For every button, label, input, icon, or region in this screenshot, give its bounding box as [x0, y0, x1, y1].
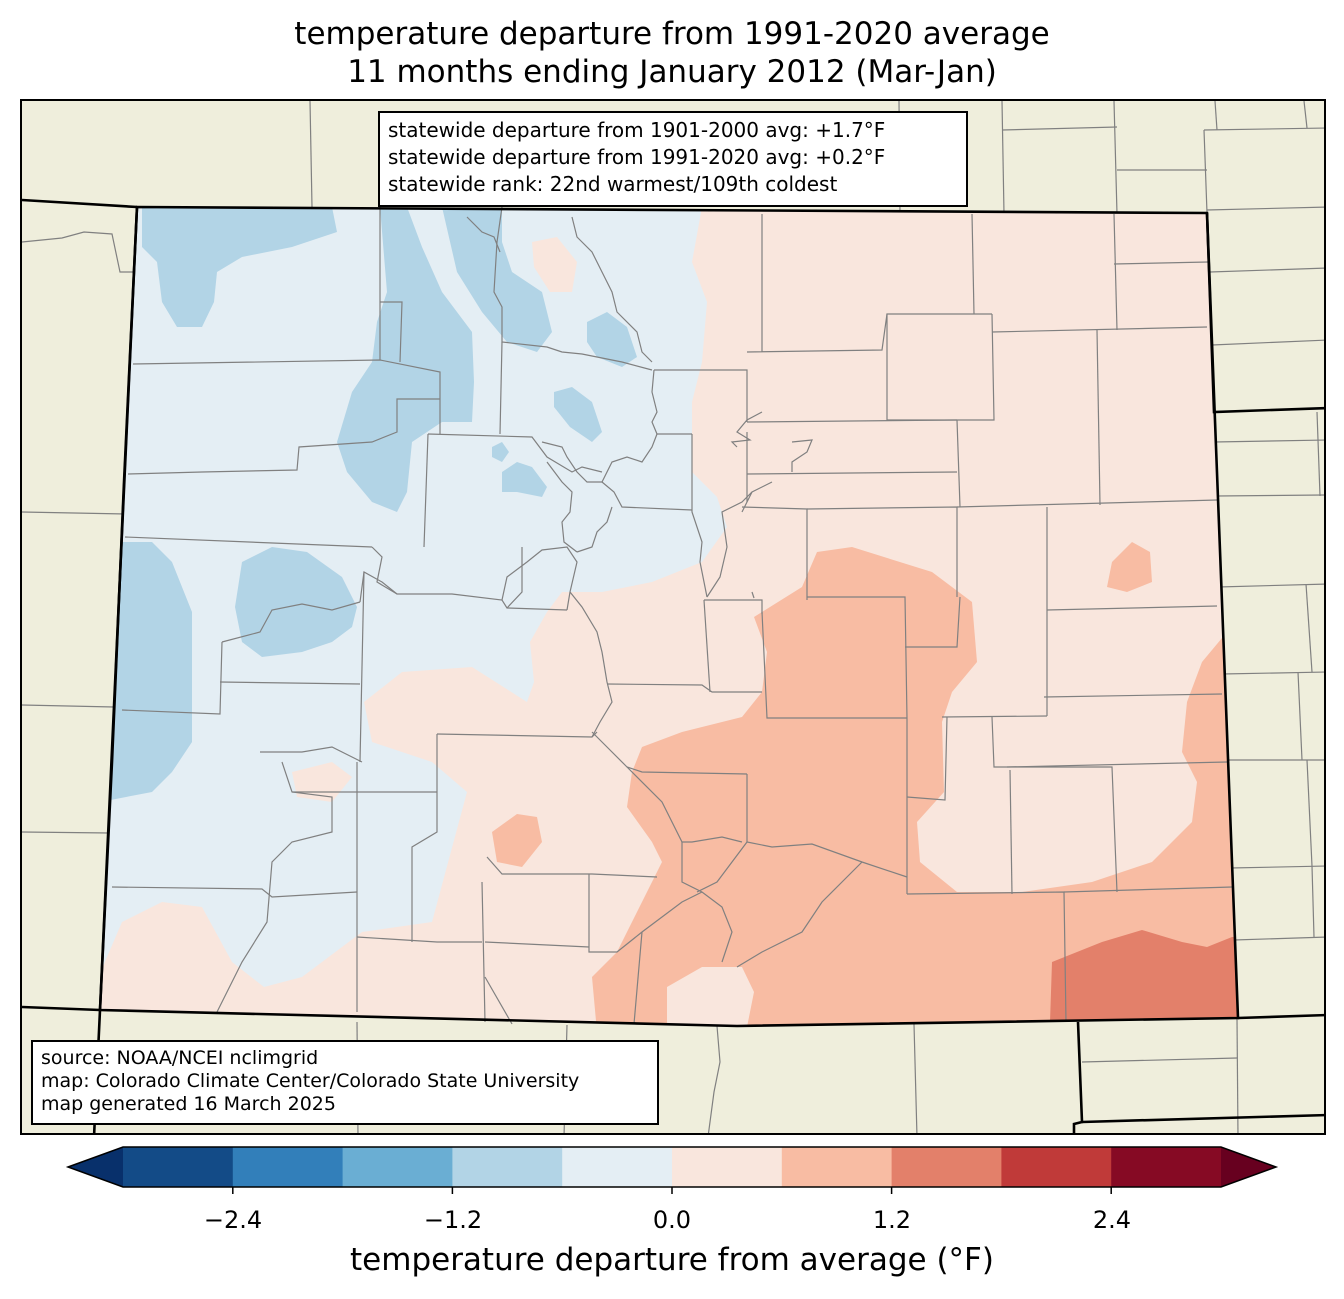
colorbar-bin [342, 1147, 453, 1187]
neighbor-county-lines [22, 101, 1324, 1133]
colorbar-tick-label: −1.2 [423, 1206, 483, 1234]
colorbar-bin [452, 1147, 563, 1187]
colorbar-tick-label: 1.2 [872, 1206, 912, 1234]
colorbar-bin [891, 1147, 1002, 1187]
colorado-county-lines [111, 206, 1233, 1025]
colorbar-bin [781, 1147, 893, 1187]
colorbar-tick-label: 2.4 [1092, 1206, 1132, 1234]
map-title-line2: 11 months ending January 2012 (Mar-Jan) [347, 54, 997, 90]
source-text: source: NOAA/NCEI nclimgrid [41, 1047, 319, 1069]
colorbar-bin [562, 1147, 673, 1187]
statewide-stats-box: statewide departure from 1901-2000 avg: … [378, 111, 968, 207]
colorbar-bin [672, 1147, 783, 1187]
temperature-departure-field [100, 207, 1238, 1026]
stats-rank: statewide rank: 22nd warmest/109th colde… [388, 172, 838, 196]
map-generated-date: map generated 16 March 2025 [41, 1093, 336, 1115]
colorbar-tick-label: −2.4 [203, 1206, 263, 1234]
map-svg [22, 101, 1324, 1133]
colorbar [65, 1146, 1279, 1194]
colorbar-bin [1001, 1147, 1112, 1187]
stats-departure-1901-2000: statewide departure from 1901-2000 avg: … [388, 118, 886, 142]
map-title-line1: temperature departure from 1991-2020 ave… [294, 16, 1050, 52]
map-credit-text: map: Colorado Climate Center/Colorado St… [41, 1070, 580, 1092]
colorbar-bin [232, 1147, 344, 1187]
colorado-map [20, 99, 1326, 1135]
colorbar-bin [123, 1147, 234, 1187]
colorbar-tick-label: 0.0 [652, 1206, 692, 1234]
colorbar-extend-low [68, 1147, 123, 1187]
colorbar-outline [65, 1146, 1279, 1188]
stats-departure-1991-2020: statewide departure from 1991-2020 avg: … [388, 145, 886, 169]
colorbar-bin [1111, 1147, 1222, 1187]
source-box: source: NOAA/NCEI nclimgrid map: Colorad… [31, 1040, 659, 1125]
colorbar-extend-high [1221, 1147, 1276, 1187]
colorbar-label: temperature departure from average (°F) [350, 1242, 994, 1278]
